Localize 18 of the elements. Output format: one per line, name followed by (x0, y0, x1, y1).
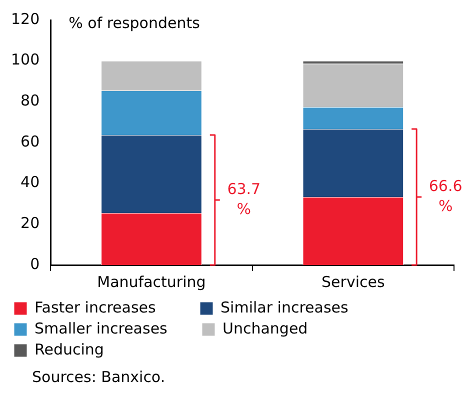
legend-label: Unchanged (222, 319, 413, 338)
annotation: 66.6 % (428, 176, 462, 215)
legend-label: Faster increases (34, 298, 194, 316)
y-tick-label: 20 (20, 214, 40, 232)
y-tick-label: 80 (20, 92, 40, 110)
source-note: Sources: Banxico. (31, 368, 166, 386)
y-tick-label: 40 (20, 173, 40, 192)
legend-label: Similar increases (220, 298, 377, 316)
annotation: 63.7 % (227, 180, 261, 218)
legend-label: Smaller increases (34, 319, 196, 338)
x-tick-label: Services (322, 272, 385, 291)
y-tick-label: 0 (30, 254, 40, 273)
y-tick-label: 120 (10, 10, 40, 28)
y-axis-title: % of respondents (68, 14, 200, 32)
legend-label: Reducing (34, 340, 218, 358)
y-tick-label: 100 (10, 50, 40, 69)
y-tick-label: 60 (20, 132, 40, 150)
x-tick-label: Manufacturing (97, 272, 206, 291)
